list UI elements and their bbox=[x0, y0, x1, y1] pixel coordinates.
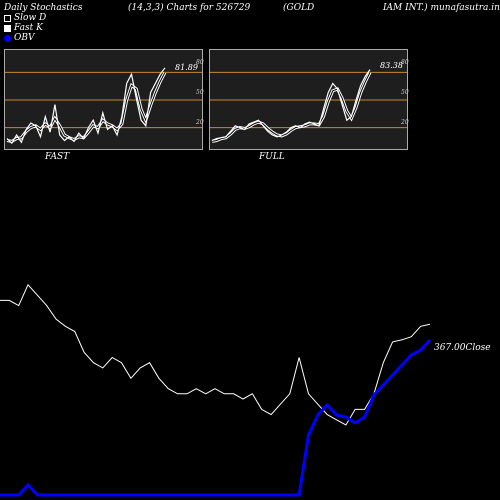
fast-panel-label: FAST bbox=[45, 152, 70, 162]
fast-gridline-label-20: 20 bbox=[196, 119, 204, 126]
chart-title: Daily Stochastics bbox=[4, 3, 83, 13]
legend-item-slow-d: Slow D bbox=[4, 13, 46, 23]
close-price-line bbox=[0, 283, 431, 426]
full-stochastic-panel bbox=[209, 49, 408, 150]
obv-line bbox=[0, 338, 432, 497]
fast-stochastic-panel bbox=[4, 49, 203, 150]
fast-gridline-label-50: 50 bbox=[196, 89, 204, 96]
full-stochastic-plot bbox=[210, 69, 407, 143]
legend-item-fast-k: Fast K bbox=[4, 23, 43, 33]
fast-fast-k-line bbox=[6, 67, 166, 145]
fast-slow-d-line bbox=[6, 71, 167, 143]
company-name-part-a: (GOLD bbox=[283, 3, 315, 13]
full-gridline-label-20: 20 bbox=[401, 119, 409, 126]
full-fast-k-line bbox=[211, 69, 371, 142]
fast-stochastic-plot bbox=[5, 67, 202, 145]
full-slow-d-line bbox=[211, 71, 372, 143]
legend-item-obv: OBV bbox=[4, 33, 35, 43]
close-price-label: 367.00Close bbox=[434, 343, 491, 353]
full-gridline-label-50: 50 bbox=[401, 89, 409, 96]
legend-swatch-obv bbox=[4, 34, 11, 42]
legend-swatch-fast-k bbox=[4, 24, 11, 32]
full-last-value-label: 83.38 bbox=[380, 61, 403, 70]
company-name-part-b: IAM INT.) munafasutra.in bbox=[383, 3, 500, 13]
fast-last-value-label: 81.89 bbox=[175, 63, 198, 72]
fast-gridline-label-80: 80 bbox=[196, 59, 204, 66]
legend-swatch-slow-d bbox=[4, 14, 11, 22]
full-slow-d-line-inner bbox=[211, 72, 371, 142]
price-obv-chart bbox=[0, 283, 432, 497]
legend-label-fast-k: Fast K bbox=[14, 23, 43, 33]
legend-label-obv: OBV bbox=[14, 33, 35, 43]
full-gridline-label-80: 80 bbox=[401, 59, 409, 66]
full-panel-label: FULL bbox=[259, 152, 285, 162]
fast-slow-d-line-inner bbox=[6, 72, 166, 142]
chart-params: (14,3,3) Charts for 526729 bbox=[128, 3, 251, 13]
legend-label-slow-d: Slow D bbox=[14, 13, 47, 23]
